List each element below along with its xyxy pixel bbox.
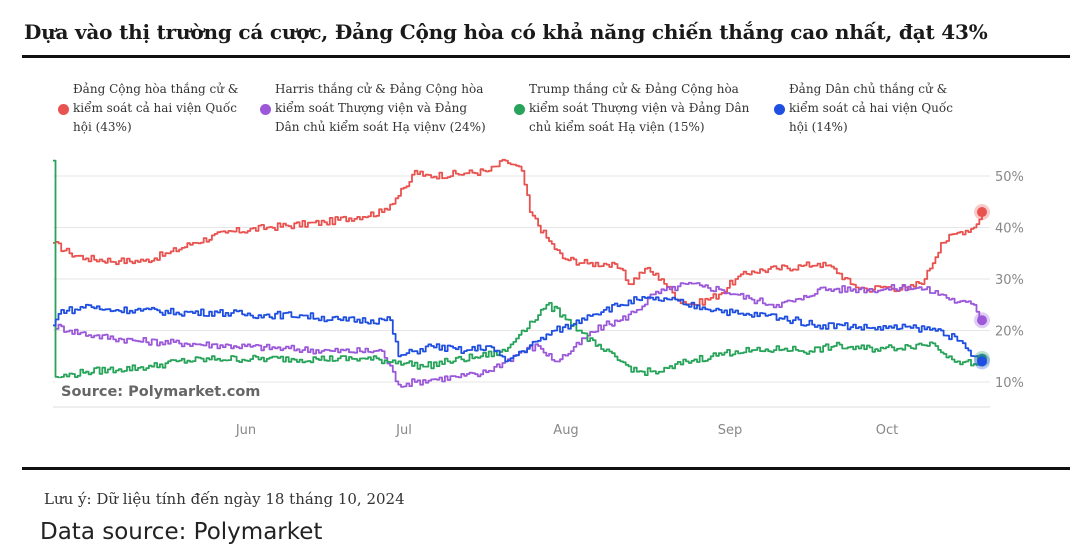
x-tick-label: Aug: [553, 423, 578, 438]
y-tick-label: 20%: [995, 325, 1024, 340]
legend-label: Trump thắng cử & Đảng Cộng hòa: [529, 82, 739, 96]
legend-marker: [58, 104, 69, 115]
legend-marker: [260, 104, 271, 115]
y-axis-ticks: 10% 20% 30% 40% 50%: [995, 170, 1024, 391]
series-end-marker-3: [977, 356, 987, 367]
series-end-marker-1: [977, 315, 987, 326]
series-line-2: [53, 159, 983, 379]
data-source: Data source: Polymarket: [40, 519, 323, 545]
series-end-marker-0: [977, 207, 987, 218]
legend-label: kiểm soát Thượng viện và Đảng Dân: [529, 101, 750, 115]
series-line-3: [53, 296, 983, 363]
y-tick-label: 30%: [995, 273, 1024, 288]
top-divider: [22, 55, 1070, 58]
legend-label: kiểm soát cả hai viện Quốc: [789, 101, 953, 115]
legend-label: Đảng Dân chủ thắng cử &: [789, 82, 948, 96]
x-tick-label: Sep: [718, 423, 743, 438]
bottom-divider: [22, 467, 1070, 470]
x-tick-label: Oct: [876, 423, 898, 438]
x-axis-ticks: Jun Jul Aug Sep Oct: [235, 423, 898, 438]
watermark-text: Source: Polymarket.com: [61, 384, 260, 400]
series-line-0: [53, 158, 983, 307]
series-line-1: [53, 281, 983, 388]
chart-end-markers: [974, 204, 990, 370]
legend-label: hội (43%): [73, 120, 132, 134]
chart-grid: [53, 175, 990, 408]
legend-label: chủ kiểm soát Hạ viện (15%): [529, 120, 705, 134]
legend-label: Harris thắng cử & Đảng Cộng hòa: [275, 82, 484, 96]
chart-series: [53, 158, 983, 388]
legend-label: kiểm soát Thượng viện và Đảng: [275, 101, 468, 115]
legend-label: kiểm soát cả hai viện Quốc: [73, 101, 237, 115]
legend-marker: [774, 104, 785, 115]
x-tick-label: Jun: [235, 423, 256, 438]
page-title: Dựa vào thị trường cá cược, Đảng Cộng hò…: [24, 20, 988, 44]
legend-label: hội (14%): [789, 120, 848, 134]
legend-marker: [514, 104, 525, 115]
y-tick-label: 10%: [995, 376, 1024, 391]
legend-label: Dân chủ kiểm soát Hạ việnv (24%): [275, 120, 486, 134]
legend-label: Đảng Cộng hòa thắng cử &: [73, 82, 239, 96]
y-tick-label: 50%: [995, 170, 1024, 185]
x-tick-label: Jul: [395, 423, 412, 438]
footnote: Lưu ý: Dữ liệu tính đến ngày 18 tháng 10…: [44, 490, 405, 508]
y-tick-label: 40%: [995, 222, 1024, 237]
watermark-box: Source: Polymarket.com: [55, 378, 260, 403]
